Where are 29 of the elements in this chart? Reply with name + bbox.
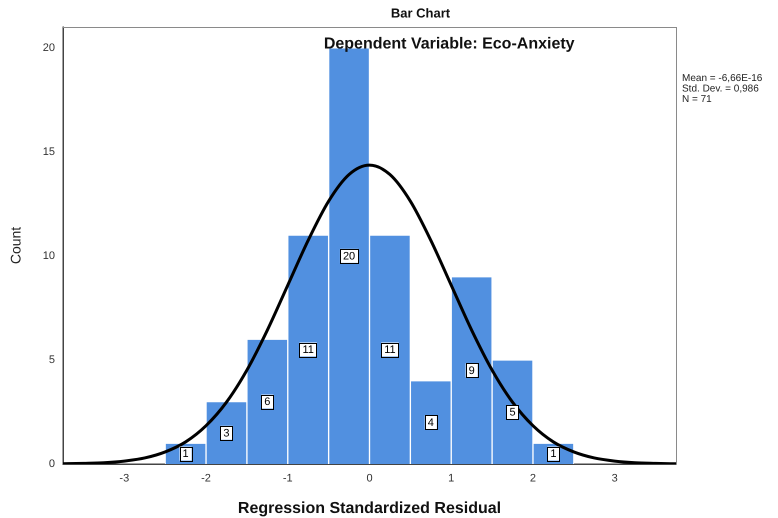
y-tick-label: 15 bbox=[42, 146, 55, 158]
data-label: 20 bbox=[342, 250, 356, 262]
x-tick-label: 2 bbox=[530, 472, 536, 485]
data-label: 3 bbox=[223, 427, 230, 440]
text: Std. Dev. = 0,986 bbox=[682, 83, 760, 94]
x-tick-label: 1 bbox=[448, 472, 454, 485]
y-tick-label: 5 bbox=[48, 354, 55, 366]
chart-title: Bar Chart bbox=[390, 6, 451, 21]
text: Dependent Variable: Eco-Anxiety bbox=[324, 35, 575, 52]
data-label: 11 bbox=[384, 344, 396, 356]
data-label: 1 bbox=[550, 448, 556, 460]
y-axis-title: Count bbox=[7, 226, 24, 264]
data-label: 5 bbox=[509, 406, 516, 419]
data-label: 9 bbox=[468, 364, 475, 377]
data-label: 4 bbox=[428, 416, 434, 429]
text: Mean = -6,66E-16 bbox=[682, 72, 763, 84]
data-label: 6 bbox=[264, 396, 270, 408]
x-tick-label: 0 bbox=[366, 472, 373, 485]
y-tick-label: 0 bbox=[48, 458, 55, 470]
y-tick-label: 20 bbox=[42, 42, 55, 54]
x-tick-label: -2 bbox=[201, 472, 211, 485]
x-tick-label: -1 bbox=[282, 472, 293, 485]
data-label: 1 bbox=[182, 448, 189, 460]
text: N = 71 bbox=[682, 94, 712, 105]
x-axis-title: Regression Standardized Residual bbox=[238, 500, 502, 517]
y-tick-label: 10 bbox=[42, 250, 55, 262]
x-tick-label: -3 bbox=[119, 472, 130, 485]
x-tick-label: 3 bbox=[612, 472, 618, 485]
data-label: 11 bbox=[302, 344, 314, 356]
